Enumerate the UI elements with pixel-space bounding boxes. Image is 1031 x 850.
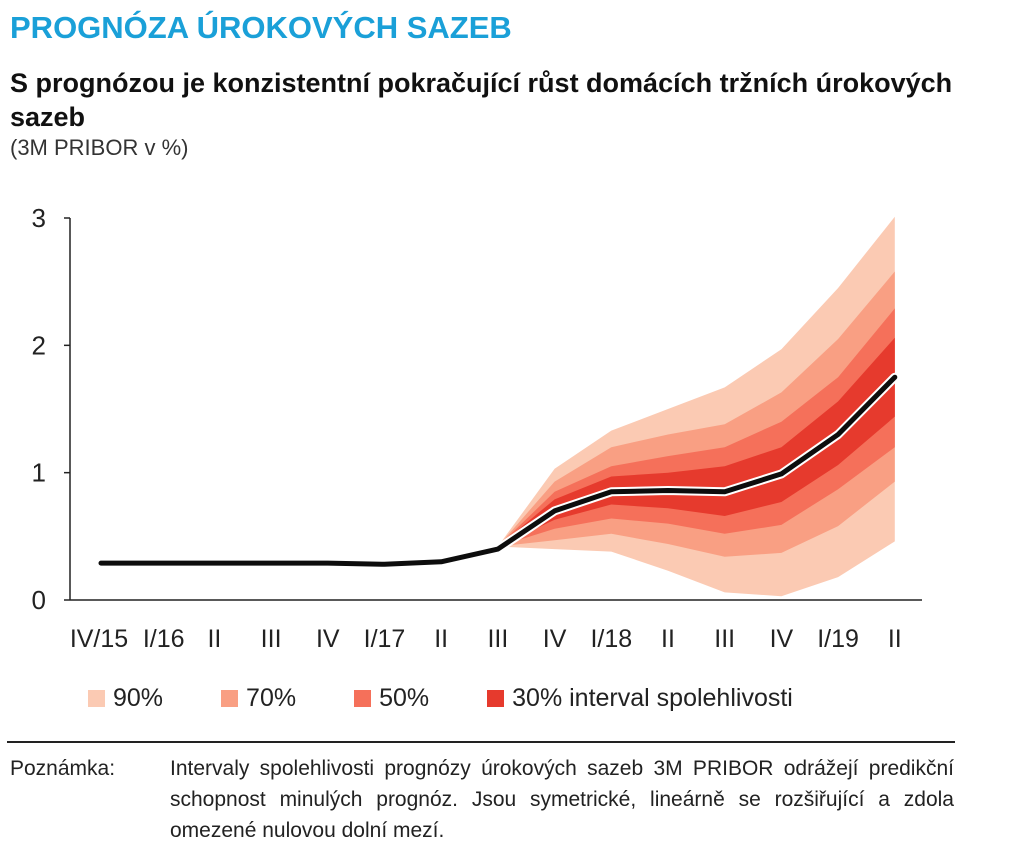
confidence-bands [497, 216, 895, 597]
x-tick-label: I/19 [817, 625, 859, 653]
x-tick-label: I/16 [143, 625, 185, 653]
legend-item-70: 70% [221, 684, 296, 713]
legend-label-70: 70% [246, 684, 297, 712]
section-title: PROGNÓZA ÚROKOVÝCH SAZEB [10, 10, 512, 45]
note: Poznámka: Intervaly spolehlivosti prognó… [10, 753, 954, 846]
y-tick-label: 1 [32, 458, 46, 488]
divider [7, 741, 955, 743]
legend-swatch-30 [487, 690, 505, 707]
x-tick-label: III [261, 625, 282, 653]
y-tick-label: 3 [32, 203, 46, 233]
note-label: Poznámka: [10, 757, 116, 780]
x-tick-label: III [714, 625, 735, 653]
legend-item-50: 50% [354, 684, 429, 713]
x-tick-label: I/18 [590, 625, 632, 653]
legend-label-30: 30% interval spolehlivosti [512, 684, 793, 712]
y-tick-label: 2 [32, 330, 46, 360]
x-tick-label: IV [543, 625, 567, 653]
legend-item-30: 30% interval spolehlivosti [487, 684, 793, 713]
x-tick-label: II [661, 625, 675, 653]
x-tick-label: II [888, 625, 902, 653]
legend-label-50: 50% [379, 684, 430, 712]
header: PROGNÓZA ÚROKOVÝCH SAZEB S prognózou je … [10, 8, 1010, 162]
x-tick-label: IV/15 [70, 625, 128, 653]
x-tick-label: IV [770, 625, 794, 653]
note-text: Intervaly spolehlivosti prognózy úrokový… [170, 757, 954, 842]
legend-swatch-70 [221, 690, 239, 707]
chart-title: S prognózou je konzistentní pokračující … [10, 68, 953, 132]
legend-label-90: 90% [113, 684, 164, 712]
chart-subtitle: (3M PRIBOR v %) [10, 135, 189, 160]
x-tick-label: I/17 [364, 625, 406, 653]
legend-item-90: 90% [88, 684, 163, 713]
forecast-line [96, 372, 900, 569]
x-tick-label: IV [316, 625, 340, 653]
legend-swatch-90 [88, 690, 105, 707]
x-tick-label: II [207, 625, 221, 653]
x-tick-label: II [434, 625, 448, 653]
legend: 90% 70% 50% 30% interval spolehlivosti [88, 684, 793, 713]
x-tick-label: III [487, 625, 508, 653]
y-tick-label: 0 [32, 585, 46, 615]
legend-swatch-50 [354, 690, 372, 707]
